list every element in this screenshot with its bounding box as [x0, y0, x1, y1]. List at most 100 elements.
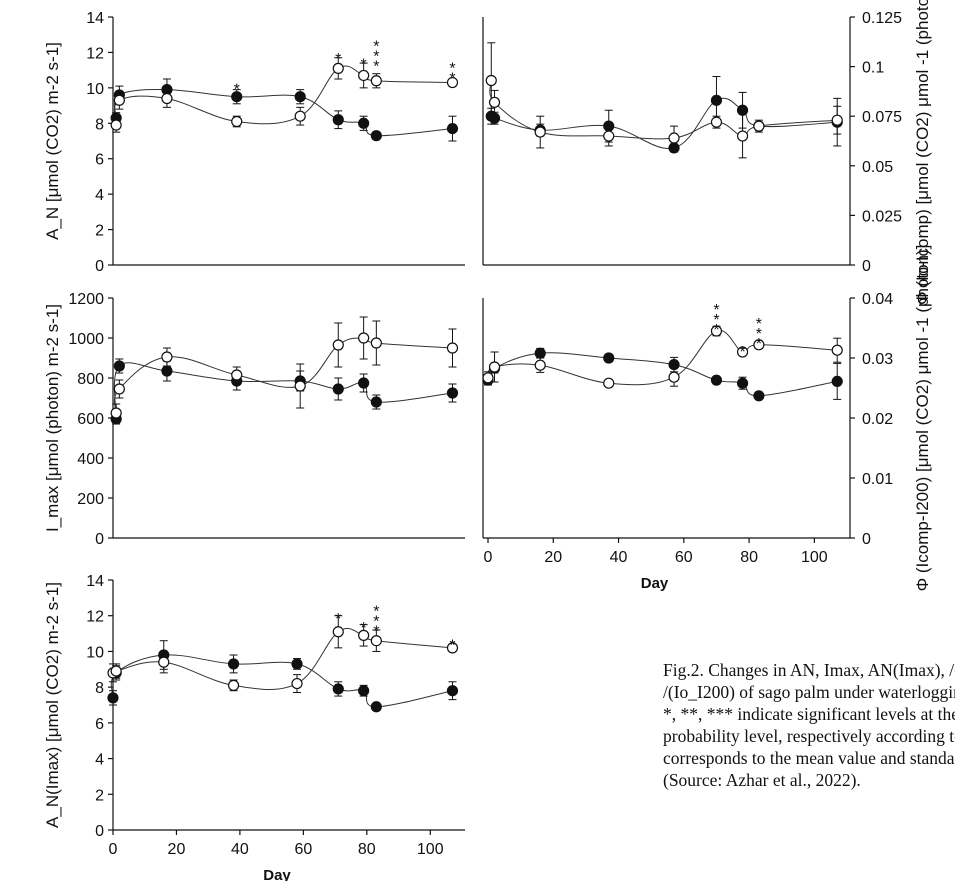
y-tick-label: 6: [95, 716, 104, 733]
x-tick-label: 100: [417, 841, 444, 858]
y-tick-label: 0.02: [862, 411, 893, 428]
data-point-filled: [753, 390, 765, 402]
data-point-open: [332, 339, 344, 351]
significance-mark: *: [713, 312, 719, 329]
data-point-filled: [603, 352, 615, 364]
data-point-open: [710, 116, 723, 128]
data-point-filled: [710, 94, 723, 106]
significance-mark: *: [335, 51, 341, 68]
data-point-filled: [294, 91, 306, 103]
significance-mark: *: [373, 58, 379, 75]
y-tick-label: 0.125: [862, 10, 902, 27]
data-point-filled: [446, 387, 459, 399]
data-point-open: [358, 69, 370, 82]
chart-phi1: 0 0.025 0.05 0.075 0.1 0.125 Φ (Io-Icomp) [μmo…: [482, 0, 932, 305]
y-tick-label: 1200: [68, 291, 104, 308]
data-point-filled: [370, 130, 382, 142]
significance-mark: *: [373, 623, 379, 640]
y-tick-label: 800: [77, 371, 104, 388]
data-point-filled: [668, 142, 680, 154]
x-axis-title: Day: [641, 575, 669, 592]
y-tick-label: 0: [95, 823, 104, 840]
y-tick-label: 0.075: [862, 109, 902, 126]
data-point-filled: [358, 377, 370, 389]
data-point-open: [485, 74, 497, 87]
data-point-open: [370, 75, 382, 87]
y-tick-label: 2: [95, 787, 104, 804]
data-point-filled: [668, 359, 680, 371]
y-tick-label: 0.04: [862, 291, 893, 308]
data-point-filled: [332, 114, 344, 126]
caption-line: Fig.2. Changes in AN, Imax, AN(Imax), /(…: [663, 660, 955, 680]
y-tick-label: 0.025: [862, 208, 902, 225]
significance-mark: *: [756, 316, 762, 333]
y-tick-label: 0.03: [862, 351, 893, 368]
data-point-open: [161, 92, 173, 105]
data-point-filled: [231, 91, 243, 103]
data-point-filled: [831, 375, 843, 387]
data-point-open: [110, 407, 122, 419]
x-tick-label: 100: [801, 549, 828, 566]
significance-mark: *: [449, 638, 455, 655]
significance-mark: *: [373, 603, 379, 620]
data-point-open: [736, 130, 749, 142]
data-point-open: [113, 383, 125, 395]
significance-mark: *: [756, 326, 762, 343]
y-tick-label: 4: [95, 187, 104, 204]
significance-mark: *: [234, 81, 240, 98]
significance-mark: *: [449, 71, 455, 88]
significance-mark: *: [373, 48, 379, 65]
significance-mark: *: [373, 613, 379, 630]
significance-mark: *: [739, 344, 745, 361]
x-tick-label: 0: [484, 549, 493, 566]
significance-mark: *: [713, 302, 719, 319]
data-point-open: [294, 380, 306, 392]
x-tick-label: 20: [544, 549, 562, 566]
x-tick-label: 40: [610, 549, 628, 566]
significance-mark: *: [756, 336, 762, 353]
data-point-open: [534, 359, 546, 371]
caption-line: /(Io_I200) of sago palm under waterloggi…: [663, 682, 955, 702]
data-point-open: [446, 76, 459, 89]
data-point-open: [332, 626, 344, 638]
y-tick-label: 1000: [68, 331, 104, 348]
x-tick-label: 60: [675, 549, 693, 566]
y-tick-label: 6: [95, 152, 104, 169]
data-point-open: [710, 325, 723, 337]
axis-label: I_max [μmol (photon) m-2 s-1]: [43, 304, 62, 532]
caption-line: *, **, *** indicate significant levels a…: [663, 704, 955, 724]
significance-mark: *: [713, 322, 719, 339]
data-point-open: [831, 344, 843, 356]
data-point-filled: [332, 383, 344, 395]
data-point-filled: [113, 360, 125, 372]
data-point-filled: [370, 701, 382, 713]
x-tick-label: 80: [358, 841, 376, 858]
significance-mark: *: [361, 620, 367, 637]
data-point-open: [294, 110, 306, 122]
data-point-filled: [446, 123, 459, 135]
data-point-open: [113, 94, 125, 106]
y-tick-label: 2: [95, 223, 104, 240]
caption-line: (Source: Azhar et al., 2022).: [663, 770, 861, 790]
data-point-open: [831, 114, 843, 126]
x-tick-label: 20: [168, 841, 186, 858]
significance-mark: *: [335, 611, 341, 628]
data-point-filled: [446, 685, 459, 697]
caption-line: probability level, respectively accordin…: [663, 726, 955, 746]
data-point-open: [753, 120, 765, 132]
figure-caption: Fig.2. Changes in AN, Imax, AN(Imax), /(…: [663, 659, 955, 799]
y-tick-label: 0: [862, 531, 871, 548]
data-point-filled: [358, 685, 370, 697]
data-point-open: [446, 342, 459, 354]
data-point-open: [332, 62, 344, 74]
data-point-open: [161, 351, 173, 363]
data-point-filled: [603, 120, 615, 132]
axis-label: Φ (Icomp-I200) [μmol (CO2) μmol -1 (phot…: [913, 245, 932, 592]
axis-label: A_N(Imax) [μmol (CO2) m-2 s-1]: [43, 582, 62, 828]
y-tick-label: 8: [95, 116, 104, 133]
data-point-filled: [332, 683, 344, 695]
y-tick-label: 400: [77, 451, 104, 468]
data-point-open: [753, 339, 765, 351]
